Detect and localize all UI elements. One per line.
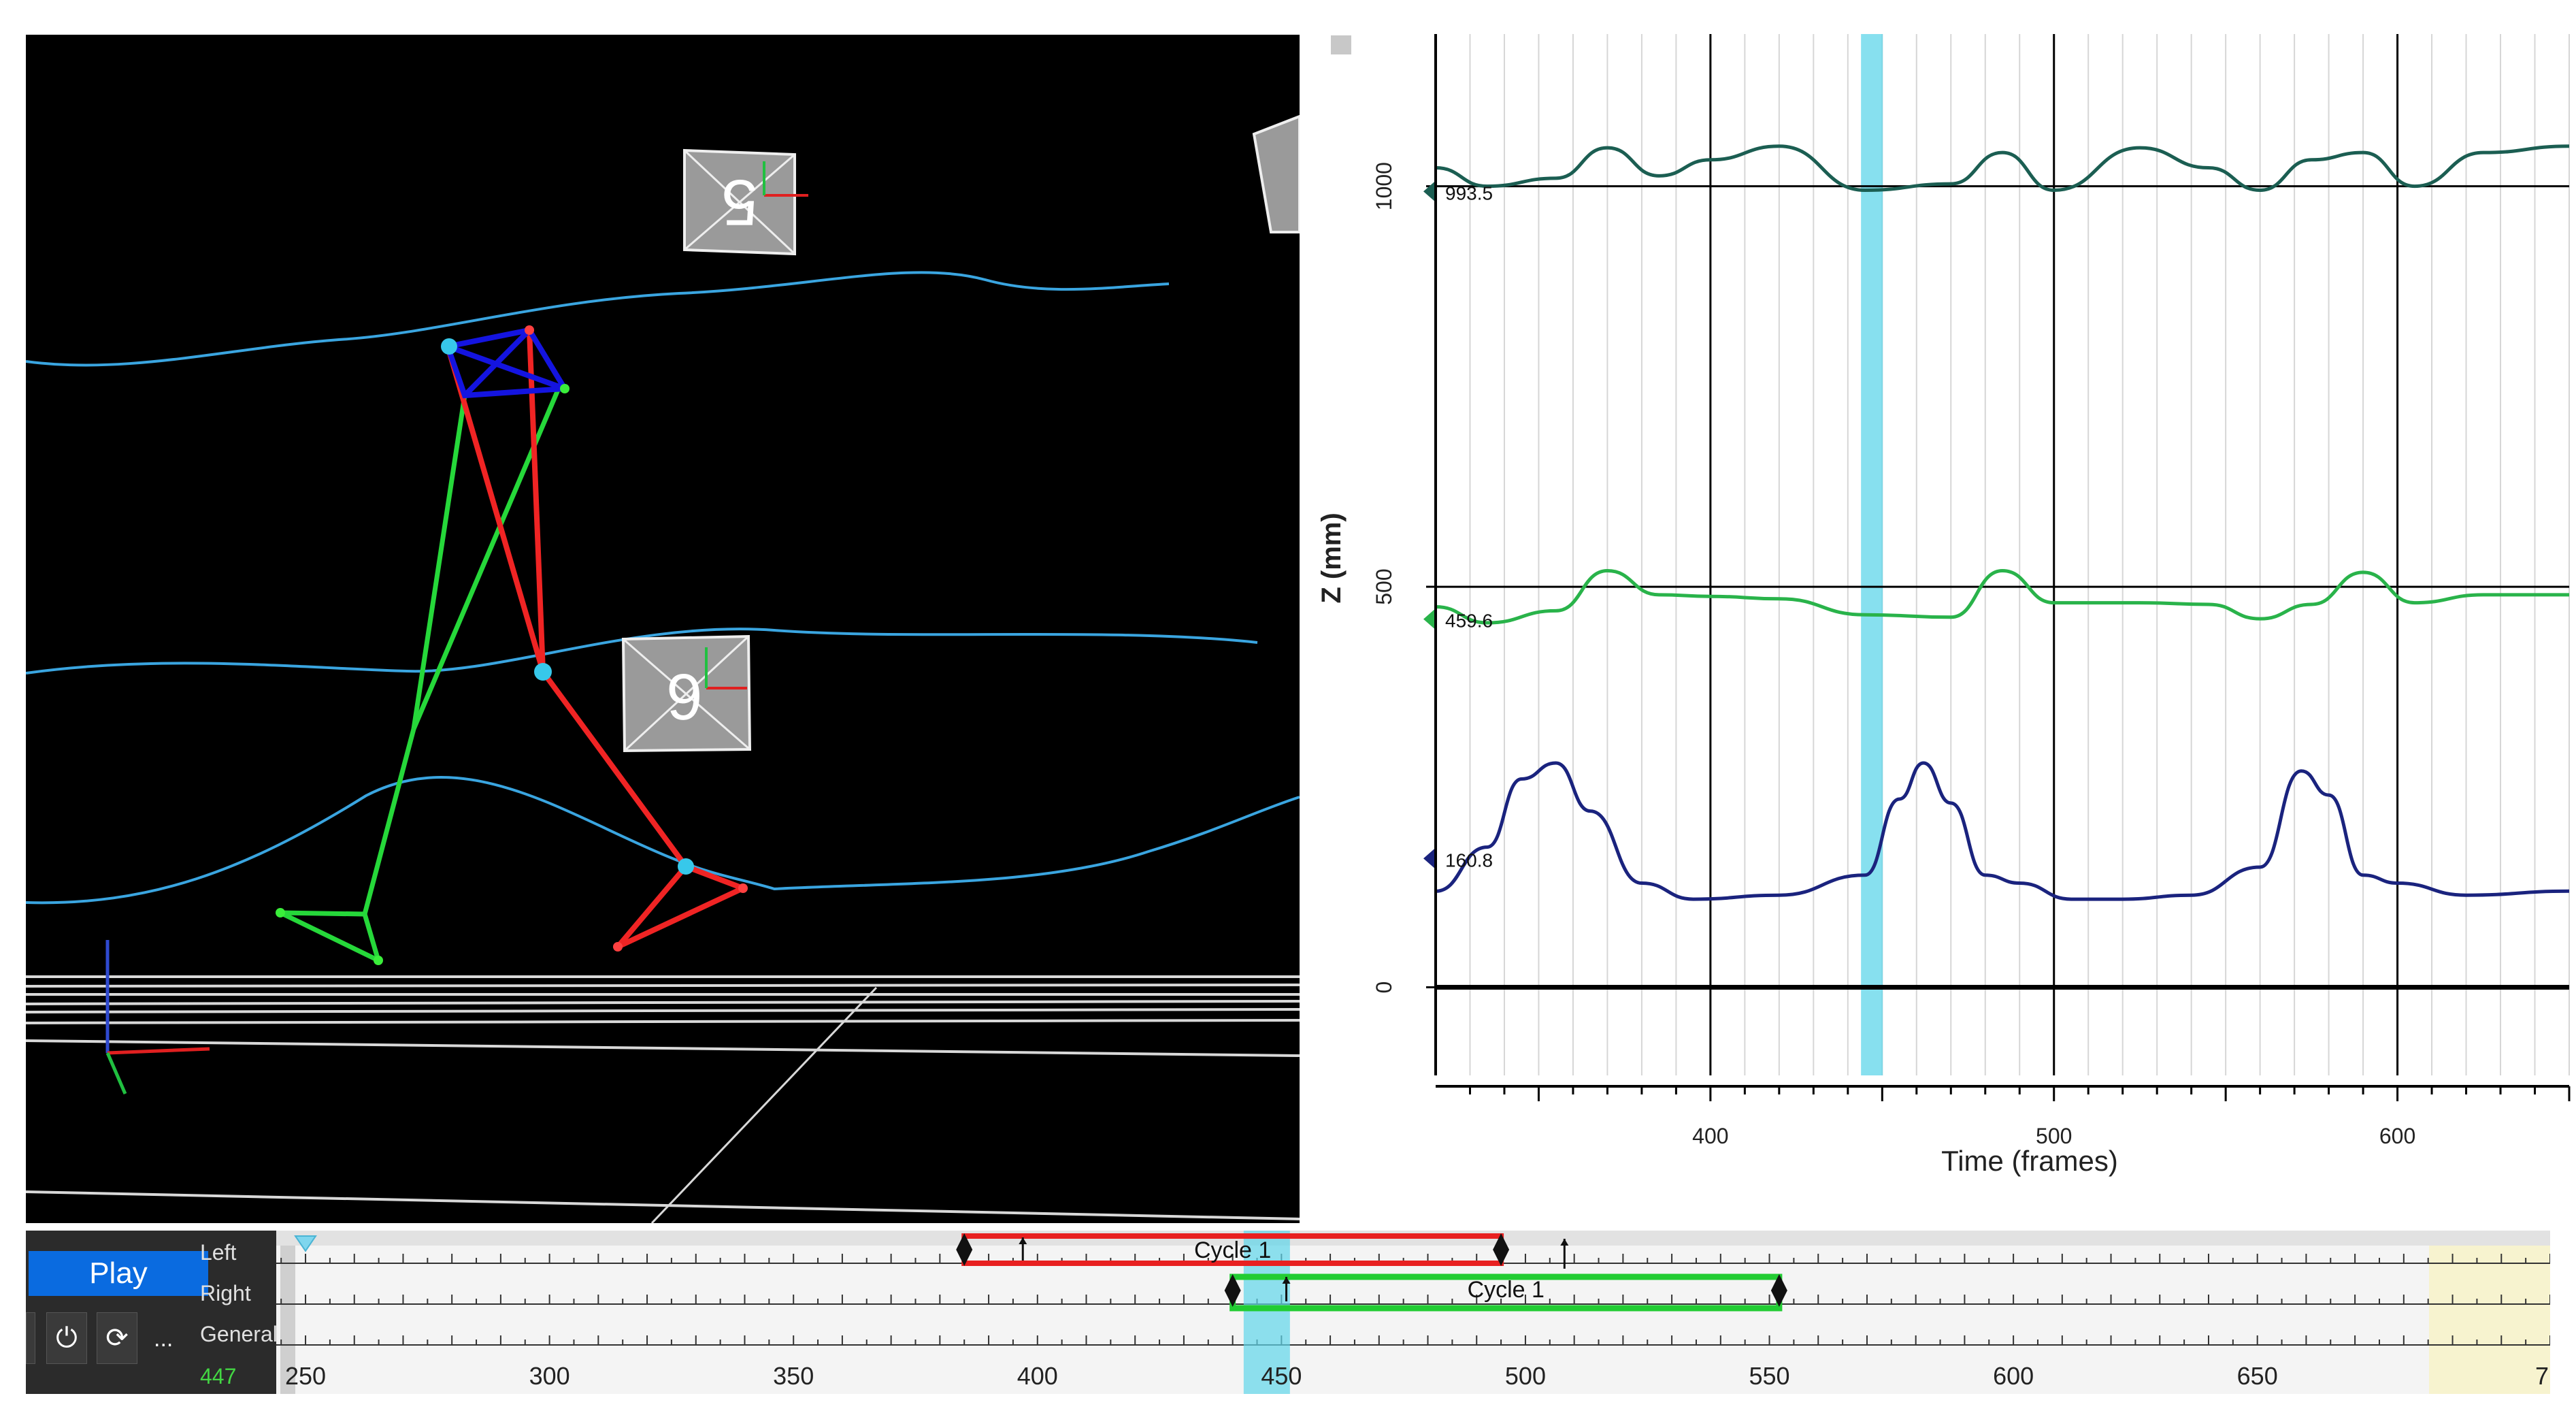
floor-grid [26, 975, 1300, 1223]
cycle-event-marker [1493, 1233, 1510, 1266]
series-line-3 [1435, 761, 2570, 901]
skeleton-right-leg [279, 389, 561, 963]
timeline-tick-label: 350 [773, 1362, 814, 1390]
force-plate-5[interactable]: 5 [683, 148, 808, 256]
timeline-tick-label: 500 [1505, 1362, 1546, 1390]
timeline-tick-label: 7 [2535, 1362, 2549, 1390]
force-plate-6[interactable]: 6 [621, 634, 752, 753]
3d-viewport[interactable]: 5 6 [26, 35, 1300, 1223]
power-button[interactable]: ⏻ [46, 1312, 87, 1364]
3d-scene: 5 6 [26, 114, 1300, 1223]
series-readouts: 993.5 459.6 160.8 [1423, 182, 1493, 871]
series-line-1 [1435, 144, 2570, 193]
readout-marker [1423, 849, 1434, 868]
trajectory-bottom [26, 776, 1300, 905]
readout-marker [1423, 609, 1434, 629]
timeline-start-handle [294, 1235, 317, 1252]
right-cycle-label: Cycle 1 [1468, 1277, 1545, 1303]
refresh-icon: ⟳ [105, 1323, 129, 1353]
timeline-cycles: Cycle 1 Cycle 1 [956, 1233, 1787, 1312]
timeline-shaded-end [2429, 1231, 2550, 1394]
track-label-general: General [200, 1322, 278, 1346]
timeline-tick-label: 550 [1749, 1362, 1789, 1390]
skeleton-left-leg [445, 329, 744, 949]
x-axis-label: Time (frames) [1941, 1145, 2118, 1177]
x-tick-label: 600 [2379, 1124, 2415, 1148]
skeleton-pelvis [444, 327, 569, 399]
left-cycle-label: Cycle 1 [1194, 1237, 1271, 1263]
trajectory-middle [26, 628, 1258, 675]
play-button[interactable]: Play [29, 1251, 208, 1296]
y-tick-label: 0 [1372, 981, 1396, 994]
force-plate-partial [1252, 114, 1300, 233]
track-label-right: Right [200, 1281, 251, 1305]
event-arrow-head [1560, 1239, 1569, 1246]
timeline-tick-label: 450 [1261, 1362, 1302, 1390]
current-frame: 447 [200, 1364, 237, 1388]
readout-label: 160.8 [1445, 849, 1493, 871]
refresh-button[interactable]: ⟳ [97, 1312, 137, 1364]
time-cursor [1861, 34, 1883, 1075]
x-tick-label: 500 [2036, 1124, 2072, 1148]
timeline-tick-labels: 250 300 350 400 450 500 550 600 650 7 [285, 1362, 2549, 1390]
timeline-tick-label: 650 [2237, 1362, 2278, 1390]
force-plate-6-label: 6 [666, 660, 702, 733]
z-position-plot[interactable]: 1000 500 0 400 500 600 993.5 459.6 160.8 Z (mm… [1300, 0, 2576, 1198]
prev-button[interactable] [26, 1312, 35, 1364]
y-ticks: 1000 500 0 [1372, 162, 1436, 993]
plot-canvas: 1000 500 0 400 500 600 993.5 459.6 160.8 Z (mm… [1317, 34, 2571, 1177]
timeline-cursor [1243, 1231, 1290, 1394]
readout-marker [1423, 182, 1434, 201]
red-markers [525, 325, 748, 952]
readout-label: 459.6 [1445, 611, 1493, 632]
origin-axes [105, 940, 210, 1094]
green-markers [276, 384, 569, 965]
timeline-tick-label: 600 [1993, 1362, 2034, 1390]
timeline-playhead [1243, 1231, 1290, 1394]
cycle-event-marker [1224, 1274, 1241, 1307]
timeline-shaded-start [280, 1231, 295, 1394]
gait-timeline[interactable]: Cycle 1 Cycle 1 250 300 350 400 450 500 550 600 6… [276, 1231, 2550, 1394]
series-layer [1435, 144, 2570, 901]
event-arrow-head [1282, 1277, 1291, 1284]
power-icon: ⏻ [56, 1323, 78, 1353]
cycle-event-marker [956, 1233, 973, 1266]
minor-grid [1469, 34, 2570, 1075]
more-button[interactable]: ... [154, 1326, 174, 1352]
y-tick-label: 500 [1372, 568, 1396, 604]
y-axis-label: Z (mm) [1317, 513, 1347, 603]
track-label-left: Left [200, 1240, 237, 1265]
x-ticks: 400 500 600 [1468, 1086, 2571, 1148]
major-grid [1709, 34, 2399, 1075]
y-tick-label: 1000 [1372, 162, 1396, 210]
x-tick-label: 400 [1692, 1124, 1728, 1148]
joint-markers [441, 338, 694, 875]
panel-toggle-tab[interactable] [1331, 35, 1351, 54]
cycle-event-marker [1770, 1274, 1787, 1307]
timeline-tracks [276, 1254, 2550, 1346]
playback-controls: Play Left Right General ⏻ ⟳ ... 447 [26, 1231, 278, 1394]
readout-label: 993.5 [1445, 182, 1493, 204]
event-arrow-head [1019, 1237, 1027, 1244]
timeline-canvas: Cycle 1 Cycle 1 250 300 350 400 450 500 550 600 6… [276, 1231, 2550, 1394]
timeline-tick-label: 300 [529, 1362, 570, 1390]
timeline-tick-label: 250 [285, 1362, 326, 1390]
series-line-2 [1435, 569, 2569, 625]
trajectory-top [26, 271, 1170, 367]
timeline-tick-label: 400 [1017, 1362, 1058, 1390]
force-plate-5-label: 5 [721, 166, 757, 239]
